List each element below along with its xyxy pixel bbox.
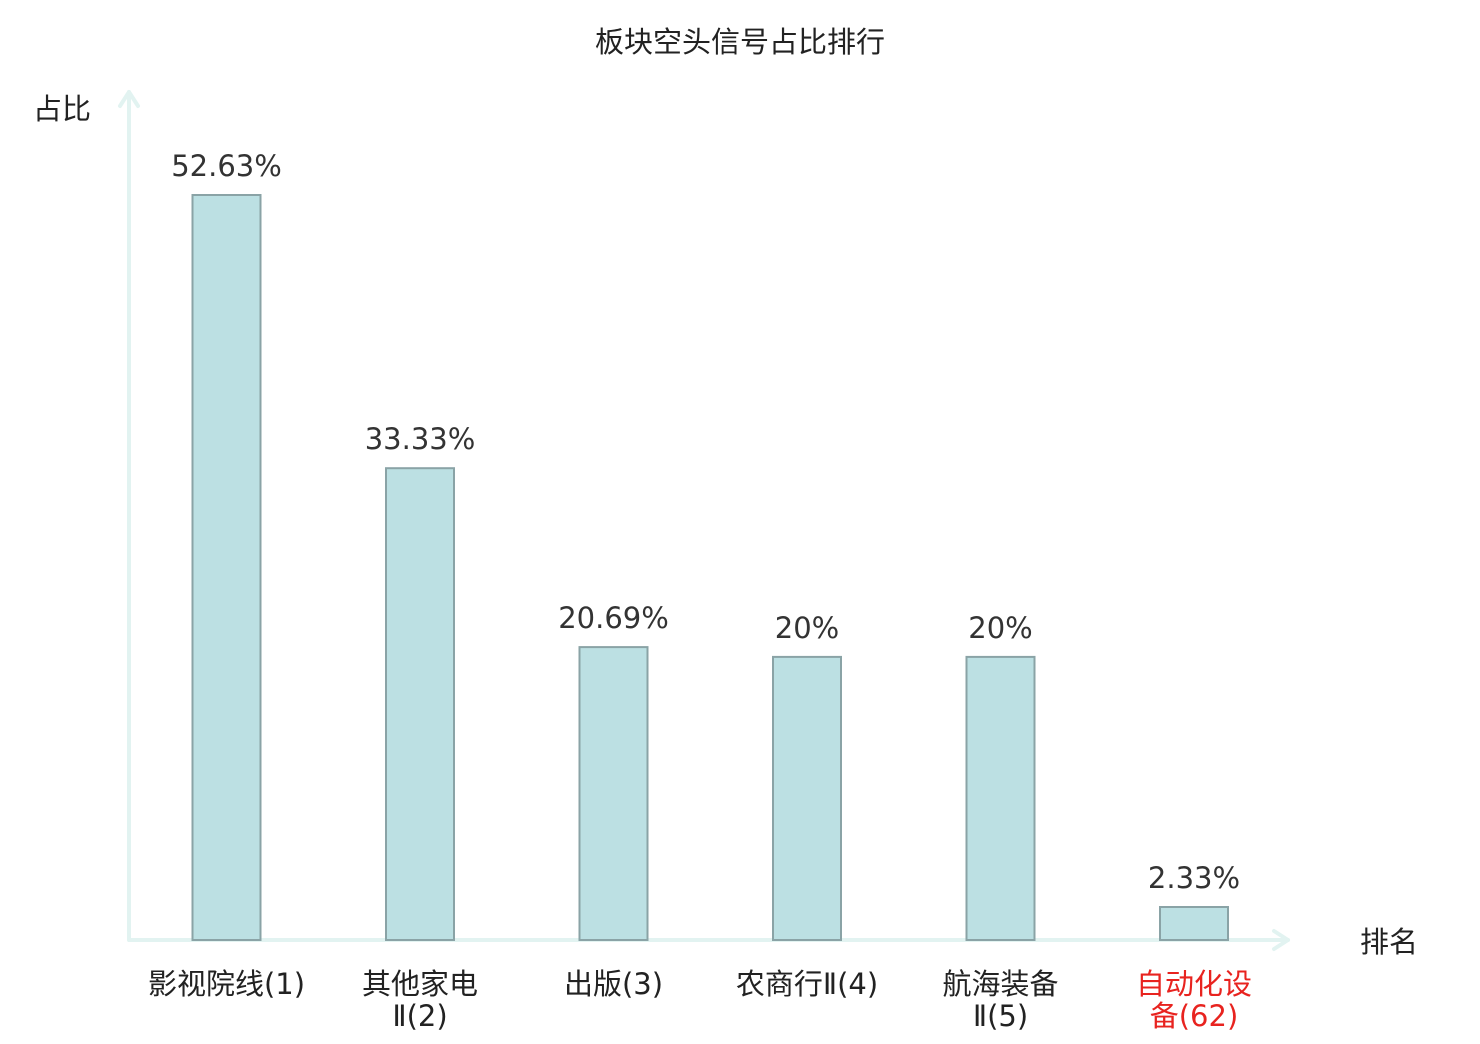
value-label-3: 20.69% [558,601,669,635]
x-axis-label: 排名 [1360,925,1418,959]
value-label-4: 20% [775,611,839,645]
value-label-5: 20% [968,611,1032,645]
category-label-5-line-1: 航海装备 [942,967,1058,1001]
bar-5 [965,655,1036,942]
bar-4 [772,655,842,942]
value-label-1: 52.63% [171,149,282,183]
bars [191,194,1229,942]
bar-6 [1159,906,1229,941]
value-labels: 52.63% 33.33% 20.69% 20% 20% 2.33% [171,149,1240,895]
chart-title: 板块空头信号占比排行 [595,25,885,59]
category-label-1-line-1: 影视院线(1) [148,967,305,1001]
bar-3 [578,646,649,941]
category-label-4-line-1: 农商行Ⅱ(4) [736,967,878,1001]
category-label-6-line-1: 自动化设 [1136,967,1252,1001]
category-label-6-line-2: 备(62) [1150,999,1239,1033]
x-axis-arrow [1272,929,1290,951]
category-label-5-line-2: Ⅱ(5) [973,999,1028,1033]
value-label-6: 2.33% [1148,861,1240,895]
category-label-2-line-2: Ⅱ(2) [392,999,447,1033]
axes [118,90,1290,951]
y-axis-arrow [118,90,140,108]
y-axis-label: 占比 [33,92,91,126]
category-label-3-line-1: 出版(3) [564,967,663,1001]
category-label-2-line-1: 其他家电 [362,967,478,1001]
bar-1 [191,194,262,941]
bar-2 [385,467,455,941]
value-label-2: 33.33% [365,422,476,456]
